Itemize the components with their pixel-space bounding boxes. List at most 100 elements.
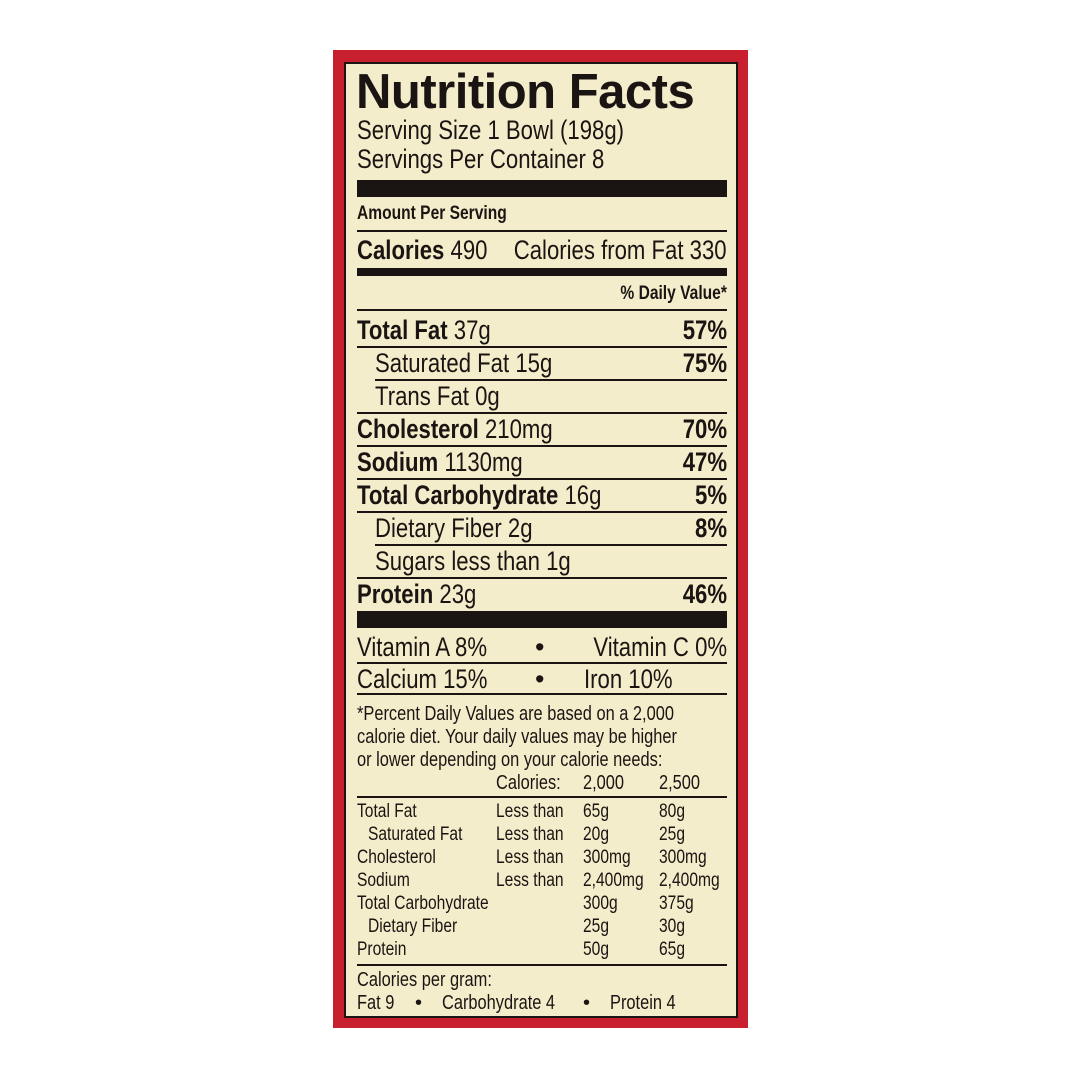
bullet: • [415,992,423,1014]
divider [357,511,727,513]
dv-table-limit: Less than [496,847,564,868]
dv-table-nutrient: Sodium [357,870,410,891]
divider [357,346,727,348]
divider [375,379,727,381]
nutrient-label: Total Carbohydrate [357,480,559,510]
label-title: Nutrition Facts [356,65,695,119]
dv-table-value-2500: 2,400mg [659,870,720,891]
calories-label: Calories [357,235,445,265]
vitamin-c: Vitamin C 0% [593,632,727,662]
nutrient-label: Cholesterol [357,414,479,444]
iron: Iron 10% [584,664,673,694]
nutrient-amount: 23g [439,579,477,609]
nutrient-amount: 0g [475,381,500,411]
nutrient-dv: 70% [682,414,727,444]
nutrient-dv: 75% [682,348,727,378]
dv-table-header-2000: 2,000 [583,772,625,794]
dv-table-nutrient: Total Carbohydrate [357,893,489,914]
dv-table-nutrient: Cholesterol [357,847,436,868]
dv-table-value-2500: 65g [659,939,685,960]
dv-table-limit: Less than [496,801,564,822]
nutrient-dv: 8% [694,513,727,543]
servings-per-container: Servings Per Container 8 [357,144,605,174]
calories-per-gram-label: Calories per gram: [357,969,492,991]
nutrient-saturated-fat: Saturated Fat 15g [375,350,552,377]
divider [357,964,727,966]
nutrient-dv: 46% [682,579,727,609]
nutrient-label: Trans Fat [375,381,469,411]
dv-table-value-2000: 300mg [583,847,631,868]
divider [357,693,727,695]
nutrient-dv: 5% [694,480,727,510]
thick-divider [357,611,727,628]
dv-table-value-2000: 2,400mg [583,870,644,891]
dv-table-limit: Less than [496,870,564,891]
nutrient-label: Protein [357,579,434,609]
nutrient-total-carbohydrate: Total Carbohydrate 16g [357,482,601,509]
nutrient-amount: 210mg [484,414,553,444]
daily-value-header: % Daily Value* [620,283,727,304]
calories-row: Calories 490 [357,237,487,264]
divider [357,309,727,311]
nutrient-dv: 57% [682,315,727,345]
bullet: • [583,992,591,1014]
divider [375,544,727,546]
calcium: Calcium 15% [357,664,488,694]
nutrient-dv: 47% [682,447,727,477]
nutrient-trans-fat: Trans Fat 0g [375,383,500,410]
nutrient-amount: 16g [564,480,602,510]
divider [357,478,727,480]
divider [357,230,727,232]
divider [357,662,727,664]
dv-table-value-2500: 25g [659,824,685,845]
bullet: • [535,632,545,662]
dv-table-value-2500: 80g [659,801,685,822]
nutrient-dietary-fiber: Dietary Fiber 2g [375,515,533,542]
dv-table-header-2500: 2,500 [659,772,701,794]
calories-per-gram-protein: Protein 4 [610,992,676,1014]
dv-table-header-calories: Calories: [496,772,561,794]
dv-table-nutrient: Protein [357,939,407,960]
nutrient-label: Saturated Fat [375,348,510,378]
nutrient-amount: less than 1g [451,546,571,576]
calories-per-gram-carbohydrate: Carbohydrate 4 [442,992,556,1014]
dv-table-value-2000: 300g [583,893,618,914]
dv-table-value-2000: 20g [583,824,609,845]
divider [357,577,727,579]
thick-divider [357,180,727,197]
calories-per-gram-fat: Fat 9 [357,992,395,1014]
nutrient-cholesterol: Cholesterol 210mg [357,416,553,443]
nutrient-label: Sodium [357,447,439,477]
serving-size: Serving Size 1 Bowl (198g) [357,115,625,145]
dv-table-value-2000: 25g [583,916,609,937]
nutrient-label: Sugars [375,546,446,576]
nutrient-amount: 37g [453,315,491,345]
dv-table-nutrient: Total Fat [357,801,417,822]
divider [357,412,727,414]
nutrient-sugars: Sugars less than 1g [375,548,571,575]
nutrient-label: Total Fat [357,315,448,345]
dv-table-nutrient: Saturated Fat [368,824,463,845]
footnote-line: calorie diet. Your daily values may be h… [357,726,677,748]
dv-table-nutrient: Dietary Fiber [368,916,458,937]
dv-table-value-2000: 65g [583,801,609,822]
amount-per-serving: Amount Per Serving [357,203,507,224]
nutrient-amount: 15g [515,348,553,378]
divider [357,796,727,798]
dv-table-value-2500: 375g [659,893,694,914]
calories-from-fat: Calories from Fat 330 [514,235,727,265]
nutrient-protein: Protein 23g [357,581,476,608]
footnote-line: or lower depending on your calorie needs… [357,749,663,771]
bullet: • [535,664,545,694]
dv-table-value-2000: 50g [583,939,609,960]
footnote-line: *Percent Daily Values are based on a 2,0… [357,703,674,725]
vitamin-a: Vitamin A 8% [357,632,488,662]
nutrient-amount: 1130mg [444,447,523,477]
nutrient-sodium: Sodium 1130mg [357,449,523,476]
dv-table-value-2500: 30g [659,916,685,937]
divider [357,445,727,447]
medium-divider [357,268,727,276]
nutrient-amount: 2g [507,513,533,543]
nutrient-total-fat: Total Fat 37g [357,317,491,344]
dv-table-value-2500: 300mg [659,847,707,868]
